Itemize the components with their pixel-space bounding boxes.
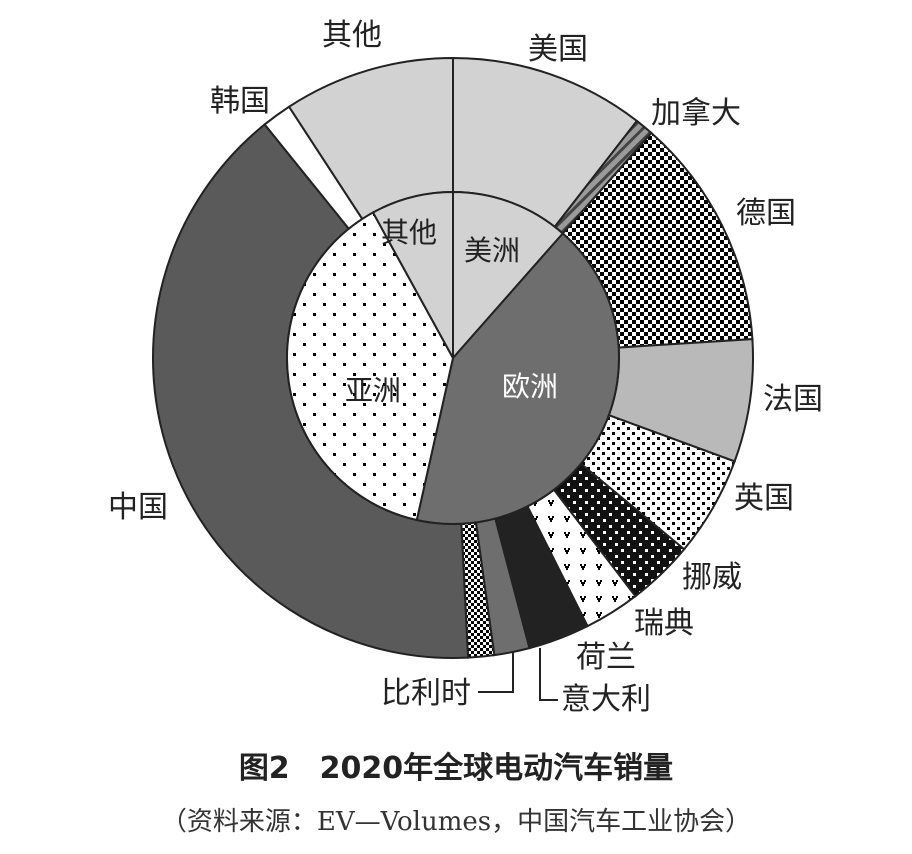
inner-slice-3 — [371, 190, 454, 359]
outer-label-1: 加拿大 — [651, 96, 741, 131]
inner-label-3: 其他 — [381, 216, 437, 249]
outer-label-12: 其他 — [322, 18, 382, 53]
outer-label-6: 瑞典 — [634, 606, 694, 641]
inner-label-0: 美洲 — [464, 234, 520, 267]
chart-source: （资料来源：EV—Volumes，中国汽车工业协会） — [161, 807, 751, 837]
inner-label-2: 亚洲 — [345, 374, 401, 407]
outer-ring — [152, 56, 754, 659]
outer-label-3: 法国 — [763, 382, 823, 417]
inner-label-1: 欧洲 — [502, 370, 558, 403]
outer-label-5: 挪威 — [682, 560, 742, 595]
outer-label-2: 德国 — [736, 196, 796, 231]
outer-label-10: 中国 — [108, 490, 168, 525]
leader-italy — [539, 648, 558, 701]
outer-label-4: 英国 — [734, 481, 794, 516]
inner-slice-2 — [286, 211, 455, 522]
inner-slice-1 — [415, 232, 620, 525]
chart-title: 图2 2020年全球电动汽车销量 — [239, 751, 673, 786]
inner-ring — [286, 190, 620, 525]
outer-label-9: 比利时 — [381, 676, 471, 711]
leader-lines — [478, 648, 558, 701]
inner-slice-0 — [452, 190, 565, 361]
outer-label-0: 美国 — [528, 32, 588, 67]
outer-label-7: 荷兰 — [576, 640, 636, 675]
outer-label-8: 意大利 — [561, 682, 651, 717]
outer-label-11: 韩国 — [210, 84, 270, 119]
leader-belgium — [478, 652, 514, 693]
